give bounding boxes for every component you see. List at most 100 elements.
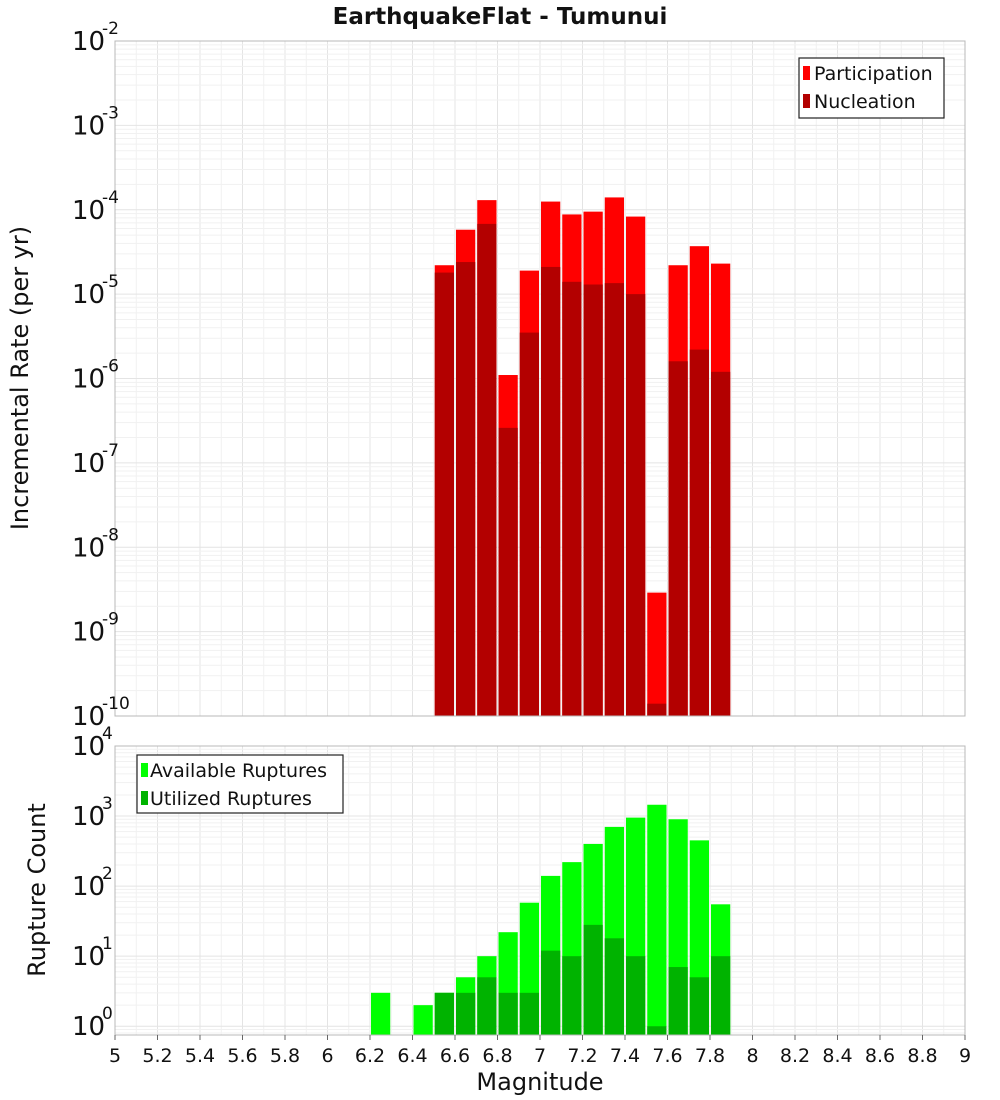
y-tick-exponent: -10 — [102, 694, 130, 714]
y-tick-exponent: -2 — [102, 19, 119, 39]
y-tick-label: 10 — [72, 702, 105, 732]
y-tick-exponent: 1 — [102, 934, 113, 954]
rate-nucleation-bar — [647, 703, 667, 716]
count-legend-box — [136, 754, 344, 814]
rate-nucleation-bar — [562, 281, 582, 716]
y-tick-label: 10 — [72, 618, 105, 648]
utilized-ruptures-legend-label: Utilized Ruptures — [150, 788, 312, 810]
count-available-ruptures-bar — [647, 804, 667, 1035]
rate-nucleation-bar — [689, 349, 709, 716]
x-tick-label: 5.6 — [227, 1045, 257, 1067]
x-tick-label: 7.2 — [567, 1045, 597, 1067]
y-tick-exponent: -4 — [102, 188, 119, 208]
y-tick-exponent: -3 — [102, 103, 119, 123]
rate-bars — [434, 197, 731, 717]
rate-nucleation-bar — [626, 294, 646, 716]
count-available-ruptures-bar — [371, 992, 391, 1035]
y-tick-label: 10 — [72, 111, 105, 141]
x-tick-label: 6 — [321, 1045, 333, 1067]
x-tick-label: 5.4 — [185, 1045, 215, 1067]
y-tick-label: 10 — [72, 365, 105, 395]
count-utilized-ruptures-bar — [647, 1026, 667, 1035]
y-tick-label: 10 — [72, 533, 105, 563]
y-tick-exponent: 4 — [102, 724, 113, 744]
y-tick-exponent: -6 — [102, 357, 119, 377]
count-utilized-ruptures-bar — [689, 977, 709, 1035]
y-tick-label: 10 — [72, 942, 105, 972]
x-tick-label: 7.6 — [652, 1045, 682, 1067]
x-tick-label: 6.8 — [482, 1045, 512, 1067]
x-tick-label: 8.2 — [780, 1045, 810, 1067]
y-tick-label: 10 — [72, 732, 105, 762]
y-tick-exponent: -8 — [102, 525, 119, 545]
count-available-ruptures-bar — [413, 1005, 433, 1035]
nucleation-legend-label: Nucleation — [814, 91, 916, 113]
rate-nucleation-bar — [519, 332, 539, 716]
count-y-axis-label: Rupture Count — [23, 803, 51, 977]
rate-nucleation-bar — [604, 283, 624, 716]
count-utilized-ruptures-bar — [477, 977, 497, 1035]
rate-nucleation-bar — [498, 427, 518, 716]
y-tick-exponent: 3 — [102, 794, 113, 814]
rate-nucleation-bar — [434, 272, 454, 716]
count-utilized-ruptures-bar — [711, 956, 731, 1035]
x-tick-label: 5 — [109, 1045, 121, 1067]
participation-legend-label: Participation — [814, 63, 933, 85]
count-utilized-ruptures-bar — [434, 992, 454, 1035]
x-tick-label: 6.4 — [397, 1045, 427, 1067]
y-tick-label: 10 — [72, 449, 105, 479]
rate-nucleation-bar — [456, 262, 476, 716]
y-tick-label: 10 — [72, 196, 105, 226]
count-utilized-ruptures-bar — [604, 938, 624, 1035]
count-bars — [371, 804, 731, 1035]
participation-legend-swatch — [803, 66, 810, 80]
x-tick-label: 8.4 — [822, 1045, 852, 1067]
rate-nucleation-bar — [668, 361, 688, 716]
y-tick-label: 10 — [72, 27, 105, 57]
count-legend: Available Ruptures Utilized Ruptures — [136, 754, 344, 814]
x-tick-label: 8 — [746, 1045, 758, 1067]
x-tick-label: 5.2 — [142, 1045, 172, 1067]
rate-grid — [114, 40, 966, 717]
count-utilized-ruptures-bar — [626, 956, 646, 1035]
rate-legend-box — [798, 57, 945, 119]
x-tick-label: 5.8 — [270, 1045, 300, 1067]
y-tick-exponent: 0 — [102, 1004, 113, 1024]
count-utilized-ruptures-bar — [541, 950, 561, 1035]
count-utilized-ruptures-bar — [562, 956, 582, 1035]
x-tick-label: 6.6 — [440, 1045, 470, 1067]
count-utilized-ruptures-bar — [519, 992, 539, 1035]
count-utilized-ruptures-bar — [498, 992, 518, 1035]
x-tick-label: 8.6 — [865, 1045, 895, 1067]
y-tick-label: 10 — [72, 1012, 105, 1042]
y-tick-exponent: -5 — [102, 272, 119, 292]
utilized-ruptures-legend-swatch — [141, 791, 148, 805]
rate-legend: Participation Nucleation — [798, 57, 945, 119]
y-tick-exponent: 2 — [102, 864, 113, 884]
x-axis-label: Magnitude — [476, 1068, 603, 1096]
x-axis-ticks: 5 5.2 5.4 5.6 5.8 6 6.2 6.4 6.6 6.8 7 7.2 7.4 7.6 7.8 8… — [109, 1035, 971, 1067]
available-ruptures-legend-label: Available Ruptures — [150, 760, 327, 782]
rate-y-axis-label: Incremental Rate (per yr) — [6, 226, 34, 530]
rate-plot-frame — [114, 40, 966, 717]
rate-nucleation-bar — [711, 371, 731, 716]
count-utilized-ruptures-bar — [583, 924, 603, 1035]
nucleation-legend-swatch — [803, 94, 810, 108]
count-utilized-ruptures-bar — [456, 992, 476, 1035]
x-tick-label: 6.2 — [355, 1045, 385, 1067]
chart-title: EarthquakeFlat - Tumunui — [333, 4, 668, 30]
x-tick-label: 7.8 — [695, 1045, 725, 1067]
count-utilized-ruptures-bar — [668, 967, 688, 1035]
y-tick-label: 10 — [72, 280, 105, 310]
x-tick-label: 7.4 — [610, 1045, 640, 1067]
y-tick-exponent: -9 — [102, 610, 119, 630]
rate-nucleation-bar — [583, 284, 603, 716]
y-tick-exponent: -7 — [102, 441, 119, 461]
y-tick-label: 10 — [72, 872, 105, 902]
x-tick-label: 9 — [959, 1045, 971, 1067]
